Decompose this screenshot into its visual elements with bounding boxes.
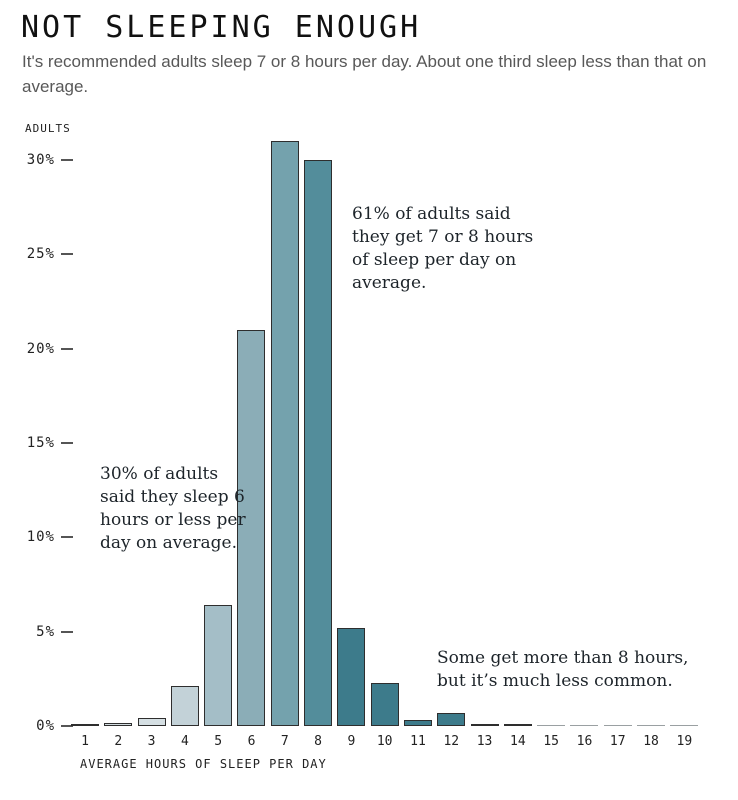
x-tick-label-2: 2 — [114, 734, 123, 749]
y-tick-mark — [61, 441, 73, 444]
x-axis: 1 2 3 4 5 6 7 8 9 10 11 12 13 14 15 16 17 18 19 — [71, 734, 698, 749]
x-tick-label-9: 9 — [347, 734, 356, 749]
bar-19 — [670, 725, 699, 726]
y-tick-label: 10% — [26, 529, 55, 546]
x-tick-label-16: 16 — [576, 734, 593, 749]
y-tick-25: 25% — [0, 245, 73, 263]
x-tick-label-15: 15 — [543, 734, 559, 749]
x-tick-label-19: 19 — [676, 734, 693, 749]
chart-title: NOT SLEEPING ENOUGH — [21, 10, 422, 45]
y-tick-0: 0% — [0, 717, 73, 735]
x-tick-label-14: 14 — [510, 734, 526, 749]
y-tick-label: 15% — [26, 434, 55, 451]
bar-3 — [137, 718, 166, 726]
annotation-61-percent: 61% of adults said they get 7 or 8 hours… — [352, 204, 534, 293]
bar-8 — [304, 160, 333, 726]
bar-4 — [170, 686, 199, 726]
annotation-30-percent: 30% of adults said they sleep 6 hours or… — [100, 464, 246, 553]
bar-11 — [403, 720, 432, 726]
x-tick-label-5: 5 — [214, 734, 223, 749]
x-tick-label-3: 3 — [147, 734, 156, 749]
x-tick-label-8: 8 — [314, 734, 322, 749]
bar-17 — [603, 725, 632, 726]
x-tick-label-6: 6 — [247, 734, 256, 749]
y-tick-mark — [61, 725, 73, 727]
y-tick-mark — [61, 347, 73, 350]
bar-10 — [370, 683, 399, 726]
bar-14 — [503, 724, 532, 726]
bar-6 — [237, 330, 266, 726]
bar-12 — [437, 713, 466, 726]
x-tick-label-17: 17 — [609, 734, 626, 749]
annotation-more-than-8: Some get more than 8 hours, but it’s muc… — [437, 648, 689, 691]
y-axis-label: ADULTS — [25, 122, 71, 135]
y-tick-5: 5% — [0, 623, 73, 641]
bar-1 — [71, 724, 99, 726]
y-tick-label: 30% — [26, 151, 55, 168]
x-tick-label-7: 7 — [280, 734, 289, 749]
bar-9 — [337, 628, 366, 726]
y-tick-label: 0% — [36, 718, 55, 734]
x-tick-label-4: 4 — [180, 734, 189, 749]
y-tick-mark — [61, 630, 73, 633]
bar-16 — [570, 725, 599, 726]
bar-5 — [204, 605, 233, 726]
bar-2 — [104, 723, 133, 726]
x-tick-label-1: 1 — [81, 734, 89, 749]
x-tick-label-12: 12 — [443, 734, 460, 749]
bar-7 — [270, 141, 299, 726]
x-tick-label-18: 18 — [643, 734, 659, 749]
y-tick-label: 25% — [26, 246, 55, 263]
x-tick-label-11: 11 — [410, 734, 426, 749]
y-tick-mark — [61, 158, 73, 161]
bars-group — [71, 0, 699, 726]
bar-18 — [637, 725, 666, 726]
y-tick-mark — [61, 536, 73, 539]
x-axis-label: AVERAGE HOURS OF SLEEP PER DAY — [80, 757, 327, 771]
y-tick-15: 15% — [0, 434, 73, 452]
x-tick-label-10: 10 — [376, 734, 393, 749]
y-tick-30: 30% — [0, 151, 73, 169]
y-tick-label: 20% — [26, 340, 55, 357]
x-tick-label-13: 13 — [476, 734, 493, 749]
chart-subtitle: It's recommended adults sleep 7 or 8 hou… — [22, 52, 707, 96]
y-tick-label: 5% — [36, 623, 55, 640]
y-tick-10: 10% — [0, 528, 73, 546]
bar-13 — [470, 724, 499, 726]
y-tick-20: 20% — [0, 340, 73, 358]
y-tick-mark — [61, 253, 73, 256]
bar-15 — [537, 725, 566, 726]
